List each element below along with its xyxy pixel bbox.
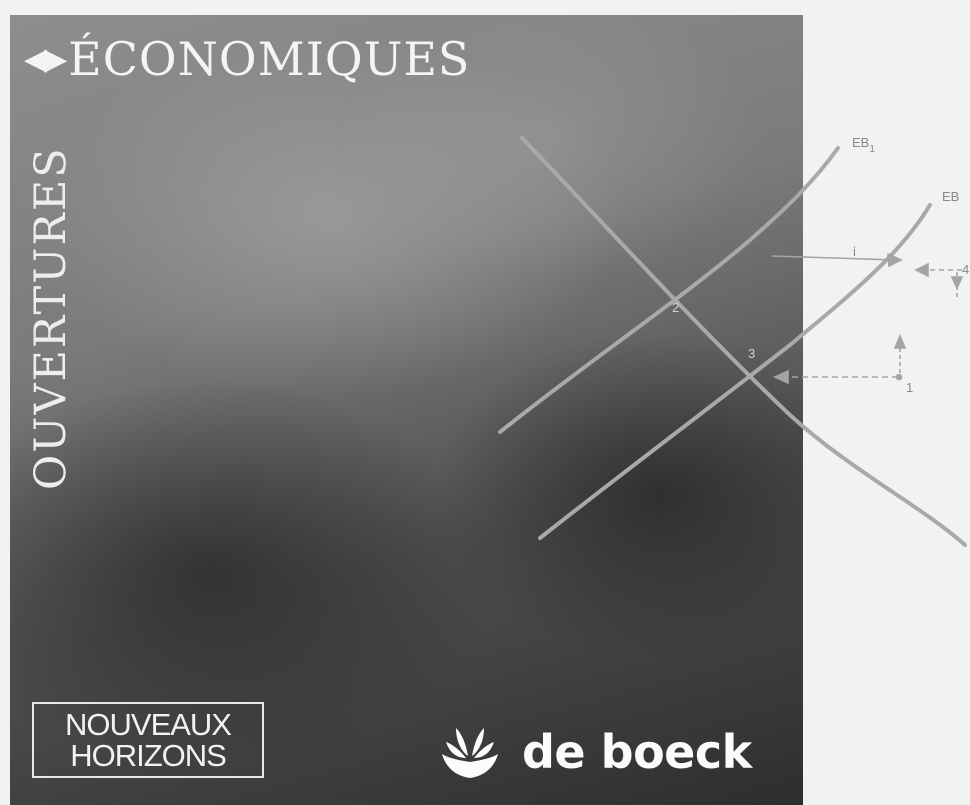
cover-photo-panel — [10, 15, 803, 805]
dashed-arrow-head-eb — [914, 262, 929, 278]
point-2-label: 2 — [672, 300, 679, 315]
shift-arrow — [771, 255, 896, 261]
collection-label: NOUVEAUX HORIZONS — [32, 702, 264, 778]
point-1-dot — [895, 373, 903, 381]
shift-arrow-head — [887, 252, 903, 268]
arrow-label: i — [853, 244, 856, 259]
demand-curve — [520, 136, 967, 547]
label-eb1: EB1 — [852, 135, 875, 155]
leaves-logo-icon — [442, 728, 498, 778]
left-right-triangles-icon: ◀▶ — [24, 42, 67, 77]
curve-eb1 — [498, 146, 840, 434]
dashed-arrow-head-left — [773, 369, 789, 385]
point-4-label: 4 — [962, 262, 969, 277]
collection-line-1: NOUVEAUX — [65, 707, 232, 742]
publisher-name: de boeck — [522, 725, 752, 779]
curve-eb — [538, 203, 932, 540]
dashed-arrow-head-down — [950, 276, 964, 290]
publisher-logo: de boeck — [436, 717, 752, 787]
collection-line-2: HORIZONS — [70, 738, 227, 773]
label-eb: EB — [942, 189, 959, 204]
series-title-text: ÉCONOMIQUES — [68, 32, 471, 86]
point-3-label: 3 — [748, 346, 755, 361]
dashed-arrow-head-up — [893, 333, 907, 349]
point-1-label: 1 — [906, 380, 913, 395]
series-title: ◀▶ÉCONOMIQUES — [24, 32, 470, 86]
